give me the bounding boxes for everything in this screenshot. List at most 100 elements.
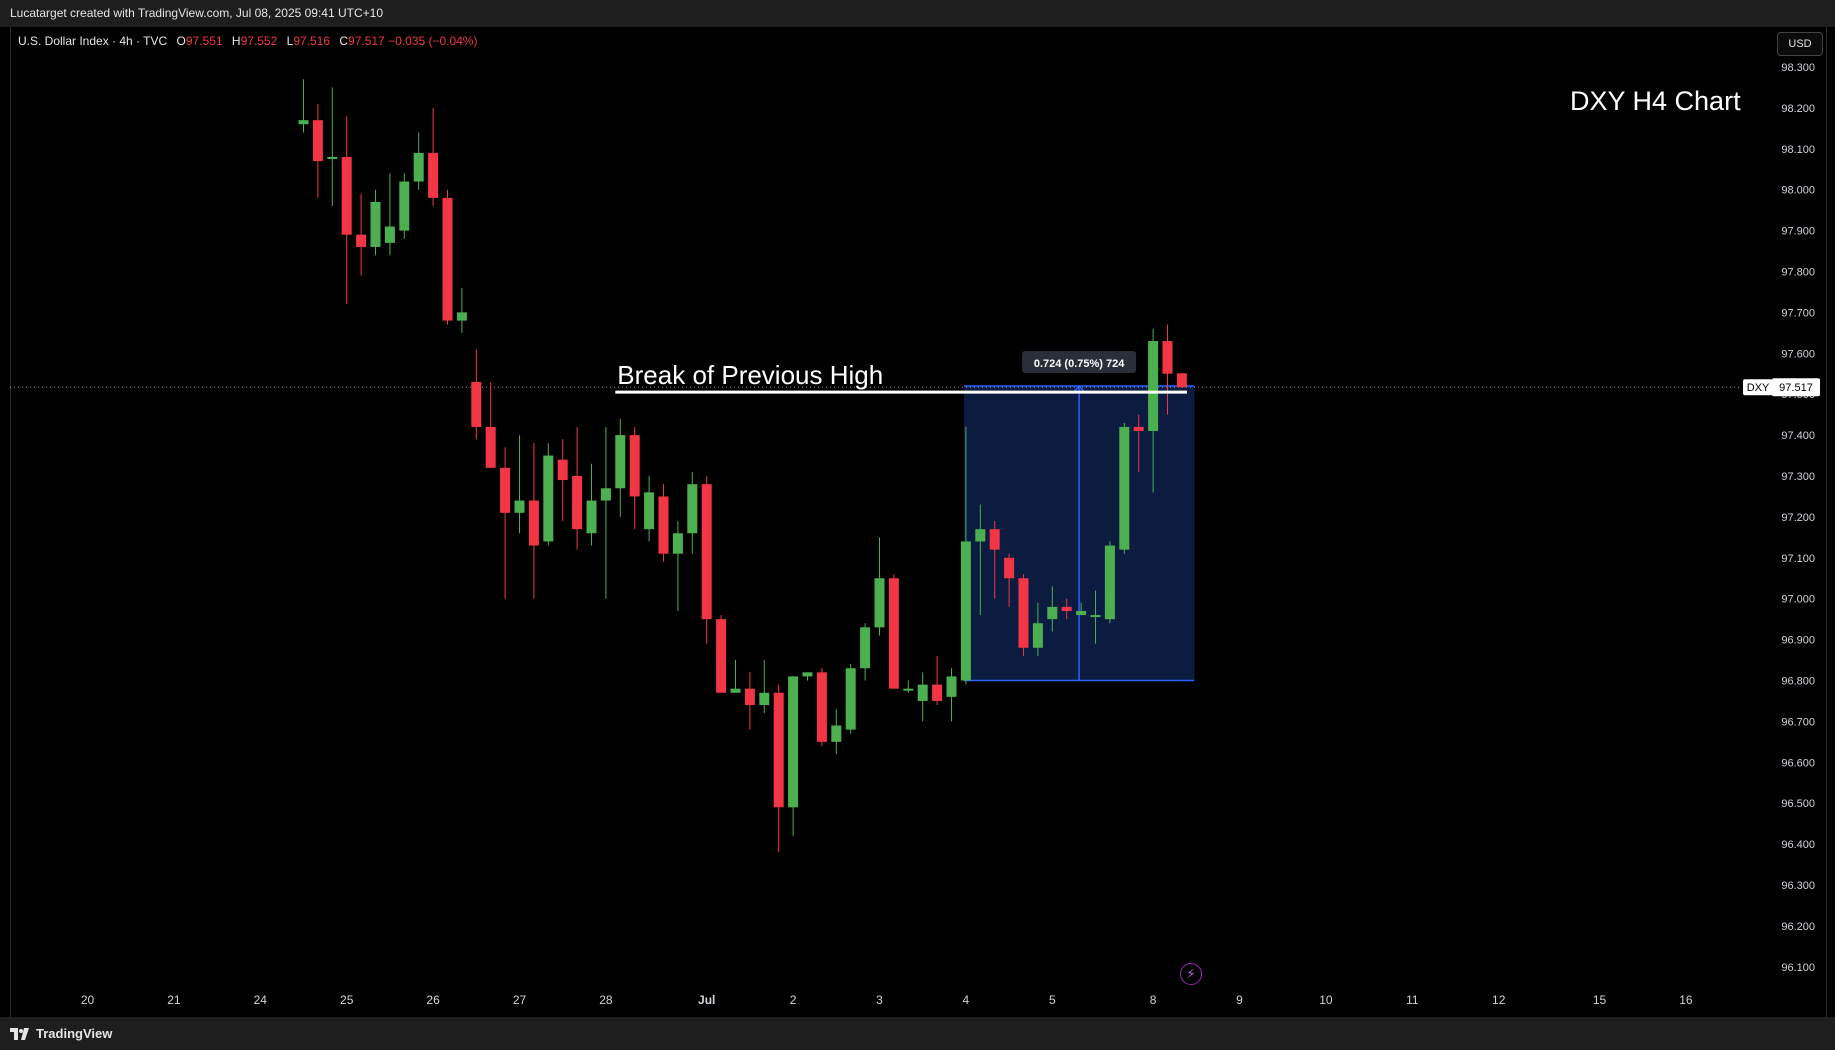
y-tick-label: 96.500 xyxy=(1781,798,1815,810)
high-value: 97.552 xyxy=(240,34,278,48)
candle-body[interactable] xyxy=(860,627,871,669)
candle-body[interactable] xyxy=(759,692,770,706)
footer-bar: TradingView xyxy=(0,1017,1835,1050)
candle-body[interactable] xyxy=(1133,426,1144,432)
candle-body[interactable] xyxy=(600,488,611,501)
candle-body[interactable] xyxy=(874,578,885,628)
candle-body[interactable] xyxy=(629,435,640,497)
candle-body[interactable] xyxy=(528,500,539,546)
footer-brand: TradingView xyxy=(36,1026,113,1041)
candle-body[interactable] xyxy=(384,226,395,243)
y-tick-label: 98.000 xyxy=(1781,185,1815,197)
candle-body[interactable] xyxy=(903,688,914,691)
y-tick-label: 97.400 xyxy=(1781,430,1815,442)
x-tick-label: 9 xyxy=(1236,993,1243,1007)
candle-body[interactable] xyxy=(1176,373,1187,388)
candle-body[interactable] xyxy=(356,234,367,247)
candle-body[interactable] xyxy=(1004,557,1015,579)
candle-body[interactable] xyxy=(442,197,453,321)
candle-body[interactable] xyxy=(932,684,943,701)
measure-label-box xyxy=(1022,351,1137,374)
candle-body[interactable] xyxy=(989,529,1000,550)
candle-body[interactable] xyxy=(615,435,626,489)
x-tick-label: 25 xyxy=(340,993,354,1007)
candle-body[interactable] xyxy=(456,312,467,321)
candle-body[interactable] xyxy=(1119,426,1130,550)
tradingview-icon xyxy=(10,1027,29,1040)
candle-body[interactable] xyxy=(485,426,496,468)
candle-body[interactable] xyxy=(557,459,568,481)
y-tick-label: 96.200 xyxy=(1781,921,1815,933)
candle-body[interactable] xyxy=(672,533,683,554)
currency-button[interactable]: USD xyxy=(1777,32,1823,56)
y-tick-label: 97.100 xyxy=(1781,553,1815,565)
candle-body[interactable] xyxy=(572,476,583,530)
candle-body[interactable] xyxy=(1090,615,1101,618)
chart-title: DXY H4 Chart xyxy=(1570,86,1741,116)
candle-body[interactable] xyxy=(975,529,986,542)
candle-body[interactable] xyxy=(716,619,727,693)
x-tick-label: 24 xyxy=(254,993,268,1007)
candle-body[interactable] xyxy=(744,688,755,706)
candle-body[interactable] xyxy=(312,120,323,162)
x-tick-label: 10 xyxy=(1319,993,1333,1007)
candle-body[interactable] xyxy=(802,672,813,677)
candle-body[interactable] xyxy=(1047,606,1058,620)
candle-body[interactable] xyxy=(1148,341,1159,432)
candle-body[interactable] xyxy=(1061,606,1072,611)
candle-body[interactable] xyxy=(773,692,784,808)
candle-body[interactable] xyxy=(327,156,338,159)
candlestick-chart[interactable]: 0.724 (0.75%) 724 Break of Previous High 9… xyxy=(0,0,1835,1017)
y-tick-label: 97.700 xyxy=(1781,307,1815,319)
candle-body[interactable] xyxy=(399,181,410,231)
candle-body[interactable] xyxy=(917,684,928,701)
ohlc-legend: U.S. Dollar Index · 4h · TVC O97.551 H97… xyxy=(18,34,477,48)
candle-body[interactable] xyxy=(644,492,655,530)
chart-pane[interactable] xyxy=(10,27,1827,1017)
candle-body[interactable] xyxy=(341,156,352,235)
candle-body[interactable] xyxy=(960,541,971,681)
tradingview-logo[interactable]: TradingView xyxy=(10,1026,112,1041)
candle-body[interactable] xyxy=(687,484,698,534)
close-value: 97.517 xyxy=(348,34,385,48)
y-tick-label: 98.200 xyxy=(1781,103,1815,115)
candle-body[interactable] xyxy=(1076,610,1087,616)
candle-body[interactable] xyxy=(413,152,424,182)
candle-body[interactable] xyxy=(788,676,799,808)
candle-body[interactable] xyxy=(471,381,482,427)
candle-body[interactable] xyxy=(888,578,899,689)
candle-body[interactable] xyxy=(370,201,381,247)
candle-body[interactable] xyxy=(816,672,827,742)
symbol-tag-label: DXY xyxy=(1747,382,1770,394)
candle-body[interactable] xyxy=(586,500,597,534)
candle-body[interactable] xyxy=(946,676,957,697)
x-tick-label: Jul xyxy=(698,993,715,1007)
open-label: O xyxy=(176,34,186,48)
low-label: L xyxy=(286,34,294,48)
candle-body[interactable] xyxy=(1032,623,1043,648)
price-tag xyxy=(1772,378,1820,397)
lightning-icon[interactable]: ⚡ xyxy=(1180,963,1202,985)
candle-body[interactable] xyxy=(845,668,856,730)
candle-body[interactable] xyxy=(514,500,525,513)
x-tick-label: 12 xyxy=(1492,993,1506,1007)
low-value: 97.516 xyxy=(293,34,331,48)
candle-body[interactable] xyxy=(1104,545,1115,620)
y-tick-label: 98.300 xyxy=(1781,62,1815,74)
x-tick-label: 26 xyxy=(426,993,440,1007)
candle-body[interactable] xyxy=(298,120,309,125)
candle-body[interactable] xyxy=(831,725,842,742)
x-tick-label: 2 xyxy=(790,993,797,1007)
candle-body[interactable] xyxy=(730,688,741,693)
x-tick-label: 15 xyxy=(1593,993,1607,1007)
price-tag-label: 97.517 xyxy=(1779,382,1813,394)
candle-body[interactable] xyxy=(701,484,712,620)
y-tick-label: 96.400 xyxy=(1781,839,1815,851)
candle-body[interactable] xyxy=(543,455,554,542)
candle-body[interactable] xyxy=(1018,578,1029,648)
candle-body[interactable] xyxy=(500,467,511,513)
candle-body[interactable] xyxy=(658,496,669,554)
candle-body[interactable] xyxy=(428,152,439,198)
candle-body[interactable] xyxy=(1162,341,1173,374)
break-of-high-label: Break of Previous High xyxy=(617,360,883,390)
